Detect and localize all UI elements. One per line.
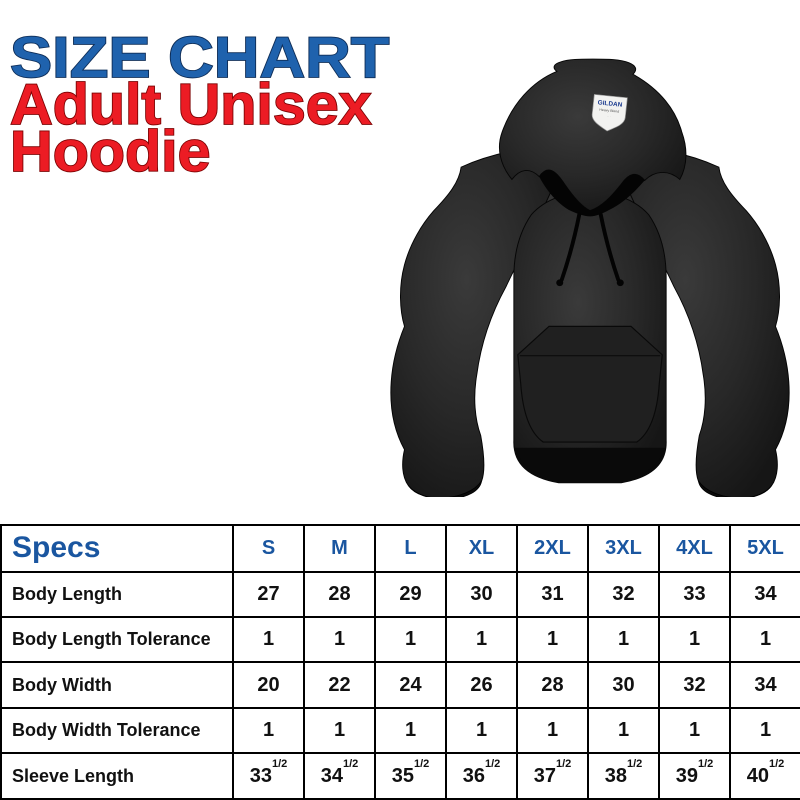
svg-text:. . .: . . . — [607, 115, 611, 118]
